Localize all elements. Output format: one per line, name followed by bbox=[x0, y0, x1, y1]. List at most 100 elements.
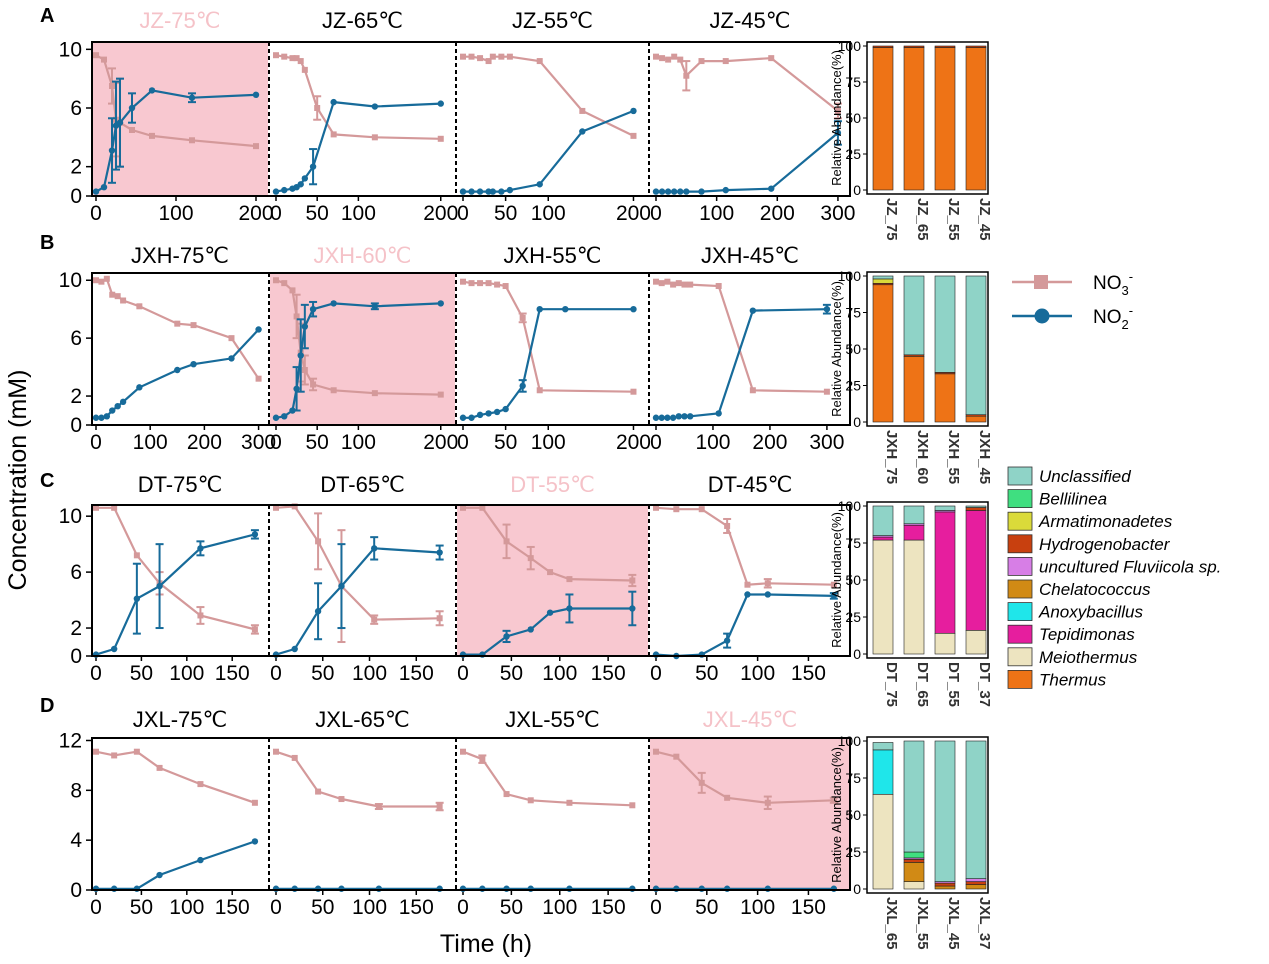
no2-point bbox=[108, 147, 116, 154]
no3-point bbox=[460, 748, 466, 755]
x-tick-label: 0 bbox=[90, 662, 102, 685]
no2-point bbox=[437, 100, 444, 107]
no2-point bbox=[301, 323, 309, 330]
no3-point bbox=[566, 799, 573, 806]
no3-point bbox=[136, 303, 143, 310]
abundance-bar-segment bbox=[903, 859, 925, 863]
no3-point bbox=[293, 313, 300, 320]
abundance-axis-label: Relative Abundance(%) bbox=[829, 512, 844, 648]
no2-series-line bbox=[463, 109, 634, 193]
no3-point bbox=[460, 53, 466, 60]
no2-point bbox=[156, 871, 163, 879]
taxa-label: Unclassified bbox=[1039, 467, 1131, 486]
abundance-y-tick-label: 100 bbox=[838, 38, 862, 54]
no2-point bbox=[629, 605, 636, 612]
x-tick-label: 100 bbox=[169, 896, 204, 919]
no2-series-line bbox=[655, 593, 834, 658]
no2-point bbox=[830, 592, 838, 600]
abundance-y-tick-label: 0 bbox=[853, 881, 861, 897]
legend-label-sub: 3 bbox=[1122, 283, 1129, 298]
abundance-y-tick-label: 25 bbox=[845, 146, 861, 162]
no2-point bbox=[677, 188, 684, 195]
abundance-bar-segment bbox=[872, 278, 894, 284]
no2-point bbox=[281, 413, 288, 420]
no2-point bbox=[98, 414, 105, 421]
x-tick-label: 100 bbox=[695, 431, 730, 454]
x-tick-label: 0 bbox=[90, 896, 102, 919]
no2-point bbox=[314, 608, 322, 615]
abundance-bar-segment bbox=[872, 47, 894, 191]
abundance-bar-segment bbox=[934, 740, 956, 882]
abundance-bar-segment bbox=[903, 47, 925, 191]
x-tick-label: 100 bbox=[133, 431, 168, 454]
panel-title: JXH-45℃ bbox=[701, 243, 799, 268]
no3-point bbox=[527, 797, 534, 804]
no3-point bbox=[823, 388, 830, 395]
no3-point bbox=[653, 748, 659, 755]
no2-point bbox=[371, 303, 379, 310]
no2-point bbox=[489, 188, 497, 195]
no3-point bbox=[489, 53, 496, 60]
plot-frame bbox=[91, 504, 851, 657]
no3-point bbox=[273, 748, 279, 755]
abundance-bar-segment bbox=[872, 749, 894, 795]
no3-point bbox=[120, 297, 127, 304]
no2-point bbox=[546, 609, 554, 616]
no2-point bbox=[103, 413, 111, 420]
no3-point bbox=[653, 53, 659, 60]
no2-point bbox=[297, 352, 304, 359]
no3-point bbox=[111, 504, 118, 511]
no3-series-line bbox=[462, 280, 634, 393]
no2-point bbox=[272, 414, 280, 421]
no3-series-line bbox=[655, 55, 839, 112]
abundance-bar-segment bbox=[872, 539, 894, 655]
no3-point bbox=[659, 55, 666, 62]
taxa-legend-entry: Unclassified bbox=[1007, 466, 1131, 486]
subpanel: JXH-75℃ 0 100 200 300 bbox=[90, 243, 276, 454]
abundance-bar-segment bbox=[903, 881, 925, 890]
abundance-bar-segment bbox=[965, 275, 987, 415]
no2-point bbox=[506, 186, 514, 194]
abundance-sample-label: JZ_65 bbox=[914, 198, 931, 241]
no3-series-line bbox=[655, 280, 827, 393]
no2-point bbox=[683, 188, 690, 195]
no3-point bbox=[289, 55, 296, 62]
panel-letter: C bbox=[40, 470, 54, 492]
x-tick-label: 100 bbox=[169, 662, 204, 685]
no2-point bbox=[498, 188, 505, 195]
panel-letter: D bbox=[40, 695, 54, 717]
no3-point bbox=[251, 799, 258, 806]
abundance-bar-segment bbox=[965, 740, 987, 879]
legend-marker bbox=[1034, 308, 1050, 324]
abundance-bar-segment bbox=[934, 275, 956, 373]
no3-point bbox=[653, 278, 659, 285]
no3-point bbox=[197, 781, 204, 788]
no3-point bbox=[291, 503, 298, 510]
no3-point bbox=[101, 56, 107, 63]
no3-point bbox=[503, 538, 510, 545]
no2-point bbox=[197, 856, 204, 864]
no2-point bbox=[562, 305, 569, 313]
no2-point bbox=[566, 605, 573, 612]
no3-point bbox=[109, 83, 115, 89]
subpanel: JZ-55℃ 0 50 100 200 bbox=[457, 8, 651, 225]
no3-point bbox=[579, 107, 586, 114]
no3-point bbox=[498, 53, 505, 60]
abundance-bar-segment bbox=[903, 505, 925, 525]
subpanel: JXL-65℃ 0 50 100 150 bbox=[270, 707, 444, 919]
x-tick-label: 0 bbox=[457, 431, 469, 454]
y-tick-label: 2 bbox=[70, 617, 82, 640]
no2-point bbox=[272, 188, 280, 195]
x-tick-label: 0 bbox=[270, 431, 282, 454]
no3-point bbox=[437, 135, 444, 142]
no3-point bbox=[129, 127, 135, 133]
no2-point bbox=[658, 188, 666, 195]
plot-frame bbox=[91, 272, 851, 426]
no3-point bbox=[109, 291, 116, 298]
y-tick-label: 10 bbox=[59, 38, 82, 61]
no3-point bbox=[251, 626, 258, 633]
x-tick-label: 300 bbox=[241, 431, 276, 454]
x-tick-label: 150 bbox=[591, 662, 626, 685]
no2-point bbox=[652, 188, 660, 195]
